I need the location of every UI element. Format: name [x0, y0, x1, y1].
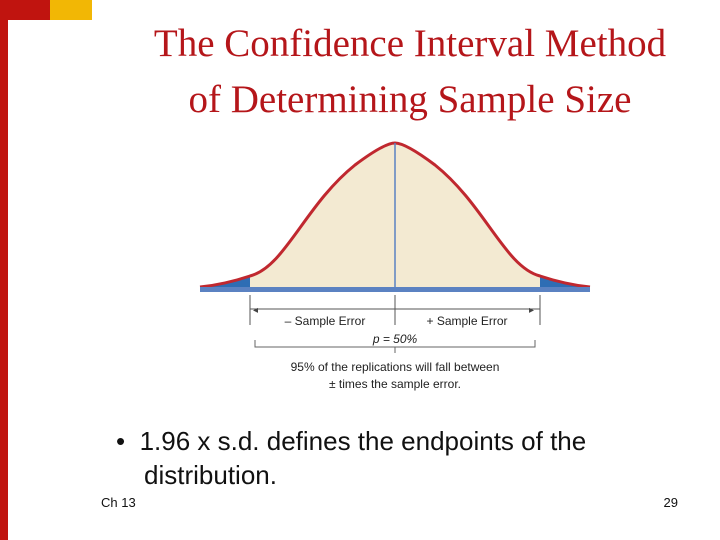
- bullet-point: • 1.96 x s.d. defines the endpoints of t…: [116, 424, 720, 492]
- label-plus-sample-error: + Sample Error: [426, 314, 507, 328]
- slide-title: The Confidence Interval Method of Determ…: [110, 16, 710, 128]
- title-line-1: The Confidence Interval Method: [153, 22, 667, 65]
- left-accent-bar: [0, 0, 8, 540]
- normal-curve-figure: ◂ ▸ – Sample Error + Sample Error p = 50…: [195, 135, 595, 400]
- normal-curve-svg: ◂ ▸ – Sample Error + Sample Error p = 50…: [199, 141, 591, 391]
- arrow-right-icon: ▸: [529, 305, 534, 316]
- curve-right-tail: [540, 276, 590, 287]
- corner-gold-block: [50, 0, 92, 20]
- page-number: 29: [663, 495, 678, 510]
- corner-red-block: [8, 0, 50, 20]
- axis-bar: [200, 287, 590, 292]
- label-p-value: p = 50%: [372, 332, 418, 346]
- bullet-marker: •: [116, 426, 126, 456]
- bullet-text: 1.96 x s.d. defines the endpoints of the…: [139, 426, 587, 490]
- caption-line-2: ± times the sample error.: [329, 377, 461, 391]
- caption-line-1: 95% of the replications will fall betwee…: [291, 360, 500, 374]
- title-line-2: of Determining Sample Size: [188, 78, 632, 121]
- arrow-left-icon: ◂: [253, 305, 258, 316]
- footer-chapter: Ch 13: [101, 495, 136, 510]
- label-minus-sample-error: – Sample Error: [285, 314, 366, 328]
- curve-left-tail: [200, 276, 250, 287]
